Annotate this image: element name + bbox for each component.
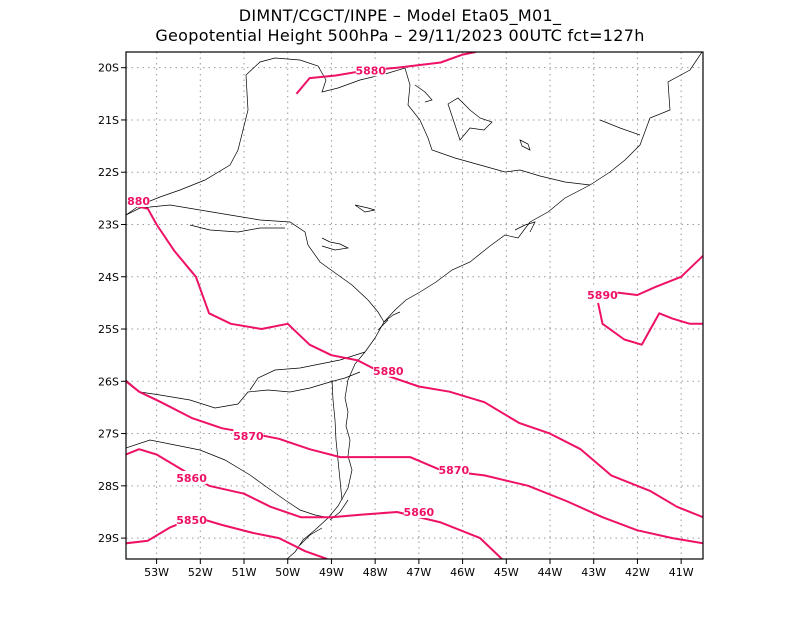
y-tick-label: 26S [98, 375, 119, 388]
contour-label-background [233, 429, 264, 443]
x-tick-label: 43W [581, 566, 606, 579]
contour-label: 5880 [119, 195, 150, 208]
reservoir [354, 204, 376, 213]
height-contours [126, 52, 703, 559]
x-tick-label: 53W [144, 566, 169, 579]
y-tick-label: 23S [98, 218, 119, 231]
state-border [126, 204, 385, 323]
contour-label-background [355, 63, 386, 77]
x-tick-label: 42W [625, 566, 650, 579]
contour-line-5870 [126, 380, 703, 545]
reservoir [414, 84, 433, 103]
contour-label-background [403, 504, 434, 518]
contour-label: 5860 [404, 506, 435, 519]
contour-line-5860 [126, 448, 503, 559]
reservoir [321, 237, 350, 251]
contour-line-5880 [126, 202, 703, 519]
x-tick-label: 49W [319, 566, 344, 579]
contour-label: 5850 [176, 514, 207, 527]
state-border [331, 379, 343, 501]
state-border [126, 439, 331, 519]
map-title-line-2: Geopotential Height 500hPa – 29/11/2023 … [155, 26, 645, 45]
x-tick-label: 51W [232, 566, 257, 579]
reservoir [514, 221, 536, 233]
contour-label-background [373, 363, 404, 377]
contour-label: 5870 [439, 464, 470, 477]
y-tick-label: 25S [98, 323, 119, 336]
y-tick-label: 29S [98, 532, 119, 545]
x-tick-label: 52W [188, 566, 213, 579]
map-frame [125, 51, 704, 560]
y-tick-label: 28S [98, 480, 119, 493]
contour-label: 5880 [355, 64, 386, 77]
contour-line-5890 [597, 302, 703, 346]
longitude-axis: 53W 52W 51W 50W 49W 48W 47W 46W 45W 44W 43W 42W 41W [144, 559, 694, 579]
x-tick-label: 48W [363, 566, 388, 579]
x-tick-label: 41W [669, 566, 694, 579]
coastline [286, 52, 703, 559]
contour-label-background [176, 512, 207, 526]
coastal-inlet [377, 311, 401, 331]
x-tick-label: 45W [494, 566, 519, 579]
contour-label: 5880 [373, 365, 404, 378]
contour-label-background [587, 288, 618, 302]
y-tick-label: 22S [98, 166, 119, 179]
contour-line-5850 [126, 516, 328, 559]
coastline-and-borders [126, 52, 703, 559]
reservoir [519, 139, 531, 151]
state-border [126, 371, 361, 409]
contour-labels: 5880 5880 5880 5890 5870 5870 5860 5860 5850 [119, 63, 618, 527]
y-tick-label: 21S [98, 114, 119, 127]
x-tick-label: 46W [450, 566, 475, 579]
contour-label: 5860 [176, 472, 207, 485]
state-border [126, 119, 641, 201]
reservoir [447, 97, 493, 141]
contour-label-background [126, 193, 150, 207]
contour-label-background [438, 463, 469, 477]
state-border [249, 351, 366, 391]
x-tick-label: 50W [275, 566, 300, 579]
y-tick-label: 27S [98, 428, 119, 441]
x-tick-label: 44W [538, 566, 563, 579]
state-border [189, 224, 285, 233]
contour-label-background [176, 470, 207, 484]
x-tick-label: 47W [406, 566, 431, 579]
contour-label: 5870 [233, 430, 264, 443]
lat-lon-grid [126, 52, 703, 559]
contour-label: 5890 [587, 289, 618, 302]
map-title-line-1: DIMNT/CGCT/INPE – Model Eta05_M01_ [238, 6, 562, 25]
latitude-axis: 20S 21S 22S 23S 24S 25S 26S 27S 28S 29S [98, 62, 126, 545]
y-tick-label: 20S [98, 62, 119, 75]
state-border [126, 57, 591, 216]
y-tick-label: 24S [98, 271, 119, 284]
